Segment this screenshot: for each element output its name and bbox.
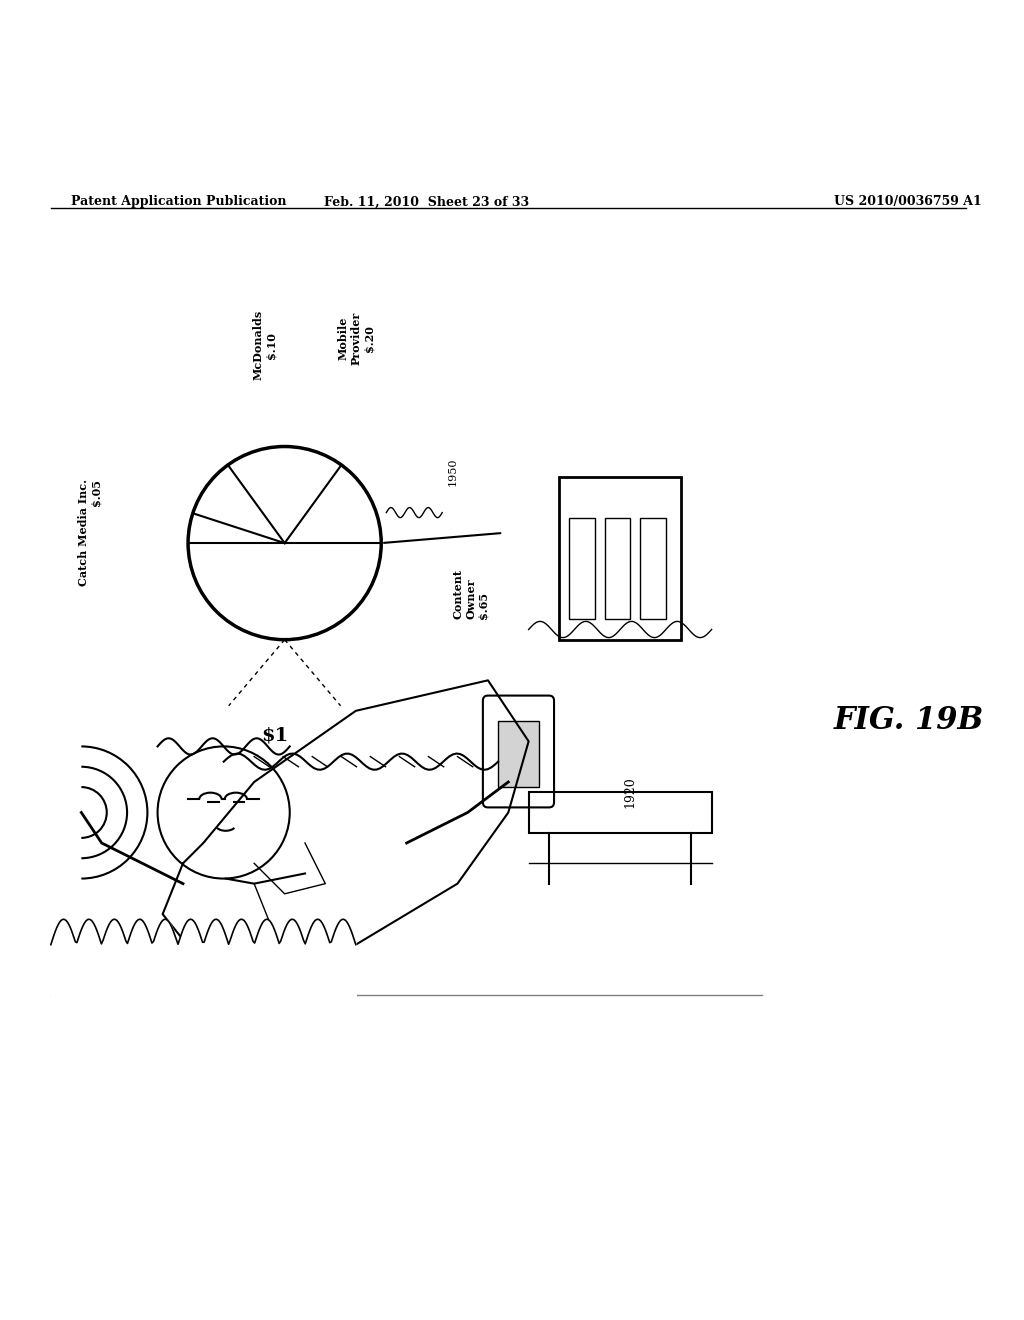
Text: $1: $1 [261,726,288,744]
Text: Content
Owner
$.65: Content Owner $.65 [453,569,489,619]
Text: Mobile
Provider
$.20: Mobile Provider $.20 [338,312,374,366]
Text: Feb. 11, 2010  Sheet 23 of 33: Feb. 11, 2010 Sheet 23 of 33 [325,195,529,209]
Text: Catch Media Inc.
$.05: Catch Media Inc. $.05 [78,479,101,586]
Text: 1920: 1920 [624,776,637,808]
Text: 1950: 1950 [447,458,458,486]
Text: 1910: 1910 [268,1031,281,1063]
FancyBboxPatch shape [498,721,539,787]
Text: FIG. 19B: FIG. 19B [834,705,984,737]
Text: McDonalds
$.10: McDonalds $.10 [252,310,276,380]
Text: Patent Application Publication: Patent Application Publication [71,195,287,209]
Text: US 2010/0036759 A1: US 2010/0036759 A1 [834,195,981,209]
